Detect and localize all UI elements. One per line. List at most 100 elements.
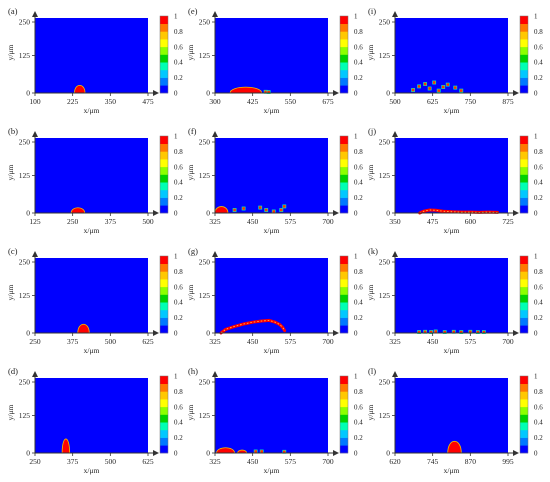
colorbar-swatch xyxy=(340,445,348,454)
y-axis-label: y/μm xyxy=(6,404,15,420)
y-tick-label: 125 xyxy=(379,291,391,300)
y-axis-label: y/μm xyxy=(186,164,195,180)
colorbar-swatch xyxy=(520,286,528,295)
colorbar-tick-label: 0.8 xyxy=(174,388,183,396)
colorbar-swatch xyxy=(160,376,168,384)
colorbar-swatch xyxy=(160,16,168,24)
volume-fraction-field xyxy=(395,18,508,93)
liquid-sheet-edge xyxy=(419,209,498,214)
colorbar-swatch xyxy=(160,271,168,280)
y-axis-label: y/μm xyxy=(6,44,15,60)
y-axis-arrow-icon xyxy=(392,251,398,257)
panel-label: (g) xyxy=(188,246,198,256)
colorbar-tick-label: 0.6 xyxy=(354,283,363,291)
colorbar-tick-label: 0.4 xyxy=(534,419,543,427)
x-tick-label: 375 xyxy=(67,457,79,466)
x-tick-label: 500 xyxy=(389,97,401,106)
x-tick-label: 625 xyxy=(142,457,154,466)
x-tick-label: 425 xyxy=(247,97,259,106)
colorbar-tick-label: 0.8 xyxy=(354,388,363,396)
colorbar-swatch xyxy=(160,263,168,272)
y-axis-arrow-icon xyxy=(32,251,38,257)
colorbar-swatch xyxy=(340,376,348,384)
colorbar-swatch xyxy=(340,309,348,318)
droplet-fragment xyxy=(411,88,415,92)
colorbar: 0 0.2 0.4 0.6 0.8 1 xyxy=(519,373,543,458)
x-tick-label: 300 xyxy=(209,97,221,106)
colorbar-swatch xyxy=(340,414,348,423)
x-tick-label: 450 xyxy=(247,457,259,466)
colorbar-swatch xyxy=(160,23,168,32)
x-tick-label: 675 xyxy=(322,97,334,106)
colorbar-frame xyxy=(339,255,349,334)
panel-d: 250 375 500 625 0 125 250 x/μm y/μm (d) 0 0.2 0.4 0.6… xyxy=(6,366,183,475)
x-tick-label: 625 xyxy=(142,337,154,346)
x-axis-arrow-icon xyxy=(513,450,519,456)
colorbar-swatch xyxy=(340,256,348,264)
colorbar: 0 0.2 0.4 0.6 0.8 1 xyxy=(519,253,543,338)
colorbar: 0 0.2 0.4 0.6 0.8 1 xyxy=(339,253,363,338)
x-axis-label: x/μm xyxy=(444,346,460,355)
colorbar-swatch xyxy=(520,271,528,280)
x-axis-arrow-icon xyxy=(333,450,339,456)
panel-g: 325 450 575 700 0 125 250 x/μm y/μm (g) 0 0.2 0.4 0.6… xyxy=(186,246,363,355)
colorbar-swatch xyxy=(520,151,528,160)
droplet-fragment xyxy=(441,85,446,89)
colorbar-swatch xyxy=(160,437,168,446)
colorbar-swatch xyxy=(340,271,348,280)
volume-fraction-field xyxy=(395,378,508,453)
colorbar-tick-label: 0.4 xyxy=(534,179,543,187)
x-tick-label: 575 xyxy=(285,457,297,466)
y-axis-arrow-icon xyxy=(212,371,218,377)
x-tick-label: 325 xyxy=(209,217,221,226)
colorbar-swatch xyxy=(520,302,528,311)
colorbar-swatch xyxy=(340,85,348,94)
x-axis-arrow-icon xyxy=(513,210,519,216)
droplet-fragment xyxy=(459,88,464,93)
x-tick-label: 250 xyxy=(67,217,79,226)
y-tick-label: 250 xyxy=(199,138,211,147)
colorbar-tick-label: 0.2 xyxy=(534,74,543,82)
colorbar-tick-label: 0.2 xyxy=(174,74,183,82)
panel-label: (f) xyxy=(188,126,197,136)
colorbar-swatch xyxy=(340,383,348,392)
panel-label: (c) xyxy=(8,246,18,256)
colorbar-tick-label: 1 xyxy=(354,253,358,261)
x-tick-label: 500 xyxy=(105,337,117,346)
colorbar-frame xyxy=(519,15,529,94)
x-tick-label: 475 xyxy=(142,97,154,106)
colorbar-swatch xyxy=(160,414,168,423)
x-tick-label: 450 xyxy=(247,217,259,226)
y-axis-arrow-icon xyxy=(32,131,38,137)
volume-fraction-field xyxy=(215,18,328,93)
colorbar-tick-label: 0.6 xyxy=(174,403,183,411)
panel-l: 620 745 870 995 0 125 250 x/μm y/μm (l) 0 0.2 0.4 0.6… xyxy=(366,366,543,475)
droplet-fragment xyxy=(423,82,428,86)
colorbar-swatch xyxy=(340,286,348,295)
colorbar-swatch xyxy=(160,31,168,40)
y-tick-label: 250 xyxy=(19,378,31,387)
colorbar-tick-label: 0.6 xyxy=(534,43,543,51)
colorbar-swatch xyxy=(520,429,528,438)
colorbar-tick-label: 0.8 xyxy=(174,148,183,156)
colorbar-swatch xyxy=(160,383,168,392)
liquid-sheet-edge xyxy=(220,319,285,334)
colorbar-frame xyxy=(159,135,169,214)
x-axis-label: x/μm xyxy=(444,106,460,115)
colorbar-swatch xyxy=(520,166,528,175)
colorbar: 0 0.2 0.4 0.6 0.8 1 xyxy=(339,133,363,218)
colorbar-tick-label: 0.4 xyxy=(174,419,183,427)
colorbar-swatch xyxy=(520,414,528,423)
colorbar-swatch xyxy=(340,406,348,415)
y-tick-label: 0 xyxy=(26,89,30,98)
colorbar-swatch xyxy=(520,23,528,32)
volume-fraction-field xyxy=(35,258,148,333)
x-tick-label: 500 xyxy=(142,217,154,226)
droplet-fragment xyxy=(442,330,447,335)
y-axis-label: y/μm xyxy=(366,284,375,300)
x-tick-label: 700 xyxy=(322,217,334,226)
x-axis-arrow-icon xyxy=(333,330,339,336)
colorbar-swatch xyxy=(160,256,168,264)
panel-label: (d) xyxy=(8,366,18,376)
